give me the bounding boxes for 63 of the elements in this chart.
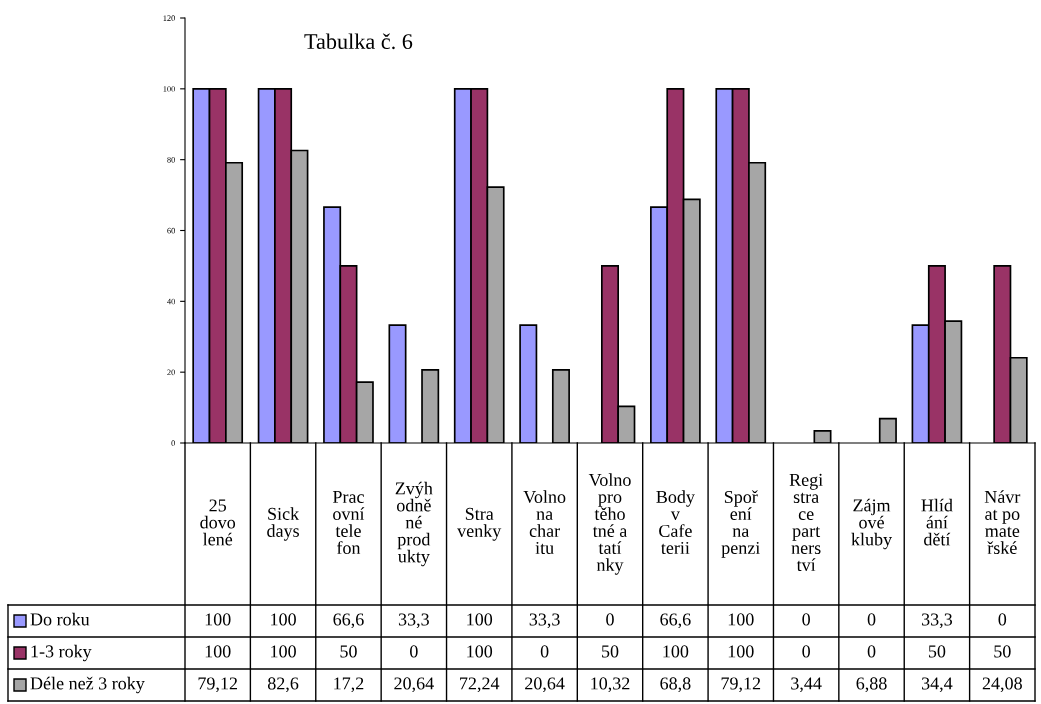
data-label: 66,6 bbox=[660, 613, 691, 629]
data-label: 100 bbox=[205, 645, 231, 658]
data-label: 10,32 bbox=[591, 677, 630, 693]
data-label: 66,6 bbox=[333, 613, 364, 629]
y-tick-label: 20 bbox=[167, 369, 175, 376]
data-label: 100 bbox=[728, 613, 754, 626]
y-tick-label: 80 bbox=[167, 157, 175, 163]
data-label: 50 bbox=[340, 645, 357, 658]
x-tick-label: Spoření na penzi bbox=[721, 490, 760, 558]
y-tick-label: 120 bbox=[163, 15, 175, 21]
data-label: 17,2 bbox=[334, 677, 364, 693]
x-tick-label: Volno pro těhotné a tatínky bbox=[588, 473, 631, 575]
data-label: 33,3 bbox=[398, 613, 429, 629]
data-label: 3,44 bbox=[791, 677, 822, 693]
y-tick-label: 40 bbox=[167, 298, 175, 305]
legend-label: 1-3 roky bbox=[31, 644, 92, 662]
x-tick-label: Hlídání dětí bbox=[921, 498, 953, 546]
data-label: 33,3 bbox=[921, 613, 953, 629]
data-label: 33,3 bbox=[529, 613, 560, 629]
data-label: 100 bbox=[205, 613, 231, 626]
data-label: 0 bbox=[802, 613, 810, 626]
x-tick-label: Zájmové kluby bbox=[851, 498, 893, 550]
x-tick-label: Volno na charitu bbox=[523, 490, 566, 555]
data-label: 34,4 bbox=[921, 677, 953, 693]
legend-label: Déle než 3 roky bbox=[30, 676, 145, 694]
data-label: 72,24 bbox=[460, 677, 500, 693]
data-label: 6,88 bbox=[856, 677, 887, 693]
data-label: 20,64 bbox=[525, 677, 565, 693]
data-label: 100 bbox=[467, 613, 493, 626]
data-label: 100 bbox=[271, 645, 296, 658]
data-label: 0 bbox=[606, 613, 614, 626]
data-label: 50 bbox=[928, 645, 946, 658]
data-label: 0 bbox=[867, 613, 876, 626]
data-label: 100 bbox=[271, 613, 296, 626]
data-label: 0 bbox=[867, 645, 876, 658]
x-tick-label: Body v Cafeterii bbox=[656, 490, 695, 555]
data-label: 0 bbox=[540, 645, 549, 658]
data-label: 0 bbox=[410, 645, 418, 658]
data-label: 0 bbox=[998, 613, 1007, 626]
y-tick-label: 0 bbox=[171, 440, 175, 446]
data-label: 79,12 bbox=[198, 677, 238, 693]
data-label: 50 bbox=[602, 645, 619, 658]
legend-label: Do roku bbox=[30, 612, 90, 626]
data-label: 20,64 bbox=[394, 677, 434, 693]
y-tick-label: 60 bbox=[167, 227, 175, 234]
data-label: 82,6 bbox=[267, 677, 299, 693]
data-label: 50 bbox=[994, 645, 1011, 658]
x-tick-label: Zvýhodněné produkty bbox=[395, 481, 433, 567]
data-label: 100 bbox=[467, 645, 493, 658]
text: Tabulka č. 6 bbox=[304, 33, 413, 50]
x-tick-label: Sick days bbox=[267, 507, 300, 541]
x-tick-label: Návrat po mateřské bbox=[984, 490, 1021, 555]
data-label: 100 bbox=[663, 645, 689, 658]
x-tick-label: Registrace partnerství bbox=[789, 473, 823, 572]
x-tick-label: Pracovní telefon bbox=[332, 491, 365, 555]
data-label: 0 bbox=[802, 645, 810, 658]
data-label: 100 bbox=[728, 645, 754, 658]
data-label: 24,08 bbox=[982, 677, 1022, 693]
x-tick-label: 25 dovolené bbox=[200, 499, 236, 546]
data-label: 68,8 bbox=[660, 677, 691, 693]
data-label: 79,12 bbox=[721, 677, 761, 693]
y-tick-label: 100 bbox=[163, 86, 175, 92]
x-tick-label: Stravenky bbox=[457, 507, 502, 541]
